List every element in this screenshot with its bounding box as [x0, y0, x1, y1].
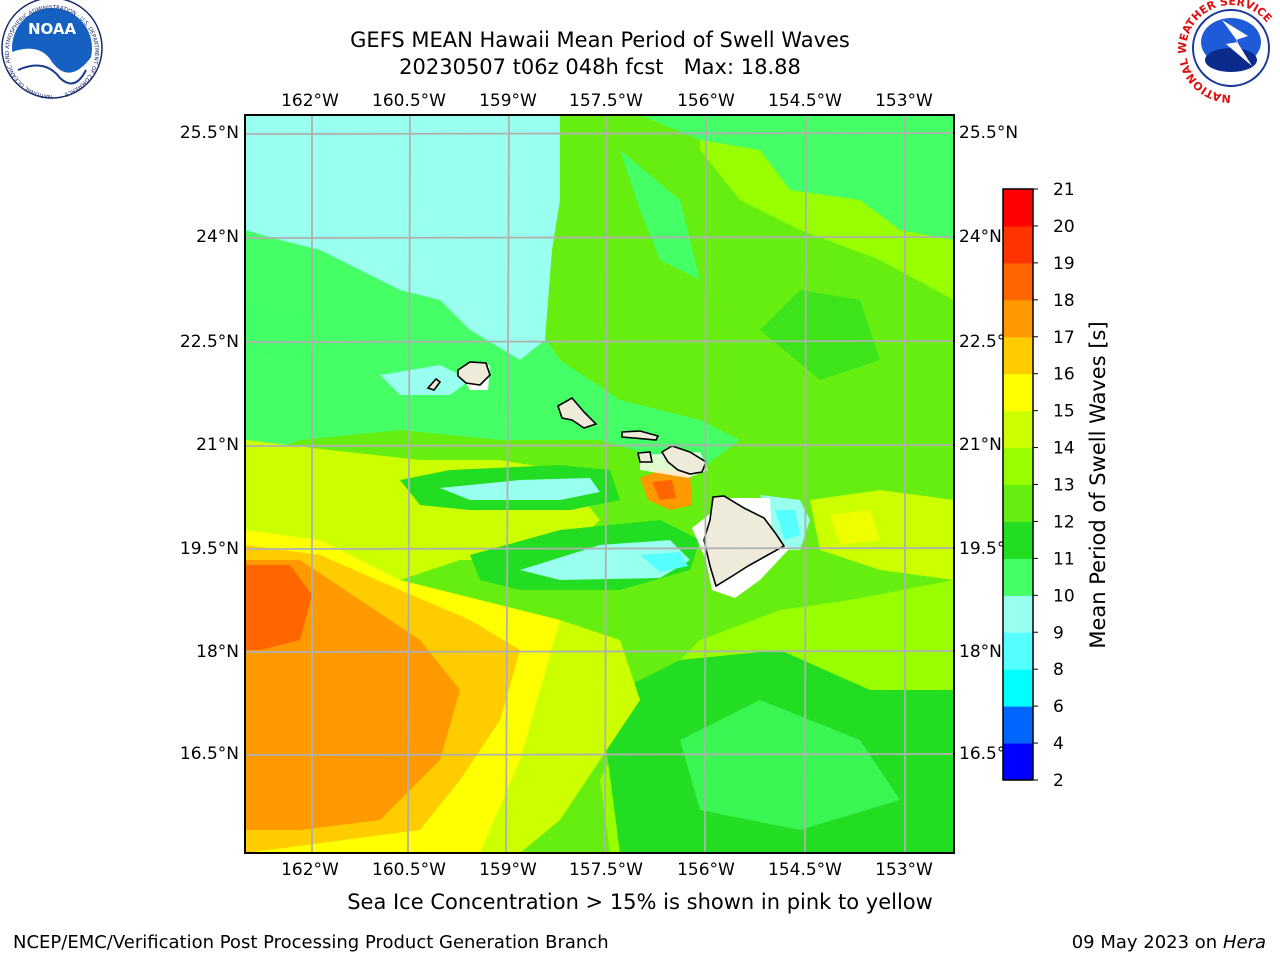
lat-label: 19.5°N — [180, 539, 239, 559]
colorbar-tick-label: 17 — [1053, 328, 1075, 348]
swell-period-field — [245, 115, 954, 853]
colorbar-segment — [1003, 225, 1033, 264]
lon-label: 157.5°W — [569, 91, 643, 111]
colorbar-segment — [1003, 595, 1033, 633]
island-niihau — [426, 377, 442, 391]
colorbar-segment — [1003, 189, 1033, 227]
colorbar-segment — [1003, 669, 1033, 707]
lat-label: 16.5°N — [180, 744, 239, 764]
colorbar-segment — [1003, 336, 1033, 375]
lon-label: 156°W — [677, 91, 735, 111]
lon-label: 159°W — [479, 860, 537, 880]
footer-date-text: 09 May 2023 on — [1071, 932, 1218, 953]
lon-label: 157.5°W — [569, 860, 643, 880]
lon-label: 156°W — [677, 860, 735, 880]
colorbar-tick-label: 16 — [1053, 365, 1075, 385]
lon-label: 160.5°W — [372, 860, 446, 880]
island-kauai — [457, 361, 491, 386]
lon-label: 159°W — [479, 91, 537, 111]
lon-labels-bottom: 162°W 160.5°W 159°W 157.5°W 156°W 154.5°… — [281, 860, 933, 880]
colorbar-segment — [1003, 558, 1033, 596]
lon-label: 162°W — [281, 91, 339, 111]
colorbar-tick-label: 8 — [1053, 660, 1064, 680]
colorbar-segment — [1003, 447, 1033, 485]
island-molokai — [621, 430, 660, 441]
subtitle: Sea Ice Concentration > 15% is shown in … — [347, 890, 933, 914]
noaa-logo: NOAA NATIONAL OCEANIC AND ATMOSPHERIC AD… — [1, 0, 103, 99]
colorbar-label: Mean Period of Swell Waves [s] — [1086, 321, 1110, 648]
colorbar-tick-label: 2 — [1053, 771, 1064, 791]
colorbar-tick-label: 13 — [1053, 476, 1075, 496]
colorbar-segment — [1003, 373, 1033, 412]
lon-labels-top: 162°W 160.5°W 159°W 157.5°W 156°W 154.5°… — [281, 91, 933, 111]
colorbar-tick-label: 4 — [1053, 734, 1064, 754]
colorbar-segment — [1003, 706, 1033, 744]
colorbar-tick-label: 19 — [1053, 254, 1075, 274]
lon-label: 154.5°W — [768, 91, 842, 111]
island-maui — [660, 445, 707, 475]
colorbar-tick-label: 11 — [1053, 549, 1075, 569]
hawaiian-islands — [426, 361, 786, 588]
lon-label: 154.5°W — [768, 860, 842, 880]
colorbar-segment — [1003, 262, 1033, 301]
colorbar-segment — [1003, 521, 1033, 559]
lat-label: 18°N — [959, 642, 1002, 662]
colorbar-tick-label: 9 — [1053, 623, 1064, 643]
colorbar-tick-label: 10 — [1053, 586, 1075, 606]
colorbar-tick-label: 18 — [1053, 291, 1075, 311]
colorbar-segment — [1003, 484, 1033, 522]
footer-credit: NCEP/EMC/Verification Post Processing Pr… — [13, 932, 609, 953]
colorbar-tick-label: 20 — [1053, 217, 1075, 237]
lon-label: 160.5°W — [372, 91, 446, 111]
colorbar-segment — [1003, 632, 1033, 670]
lon-label: 162°W — [281, 860, 339, 880]
lat-label: 25.5°N — [180, 123, 239, 143]
colorbar-segment — [1003, 743, 1033, 781]
lat-labels-left: 25.5°N 24°N 22.5°N 21°N 19.5°N 18°N 16.5… — [180, 123, 239, 764]
noaa-logo-text: NOAA — [28, 20, 77, 38]
footer-host: Hera — [1222, 932, 1266, 953]
lat-label: 21°N — [196, 435, 239, 455]
colorbar-tick-label: 6 — [1053, 697, 1064, 717]
lon-label: 153°W — [875, 860, 933, 880]
island-oahu — [557, 396, 598, 429]
lat-label: 21°N — [959, 435, 1002, 455]
nws-logo: NATIONAL WEATHER SERVICE — [1176, 0, 1280, 105]
colorbar-tick-label: 14 — [1053, 439, 1075, 459]
map-gridlines — [245, 115, 954, 853]
island-lanai — [637, 451, 653, 463]
colorbar-segment — [1003, 410, 1033, 449]
colorbar: 2 4 6 8 9 10 11 12 13 14 15 16 17 18 19 20 21 — [1002, 180, 1075, 791]
map-frame — [244, 114, 955, 854]
lat-label: 22.5°N — [180, 332, 239, 352]
colorbar-tick-label: 21 — [1053, 180, 1075, 200]
title-line-2: 20230507 t06z 048h fcst Max: 18.88 — [399, 55, 801, 79]
colorbar-tick-label: 12 — [1053, 512, 1075, 532]
lat-label: 18°N — [196, 642, 239, 662]
lon-label: 153°W — [875, 91, 933, 111]
lat-label: 24°N — [196, 227, 239, 247]
colorbar-segment — [1003, 299, 1033, 338]
lat-label: 24°N — [959, 227, 1002, 247]
footer-date: 09 May 2023 on Hera — [1072, 932, 1266, 953]
lat-label: 25.5°N — [959, 123, 1018, 143]
title-line-1: GEFS MEAN Hawaii Mean Period of Swell Wa… — [350, 28, 850, 52]
colorbar-tick-label: 15 — [1053, 402, 1075, 422]
